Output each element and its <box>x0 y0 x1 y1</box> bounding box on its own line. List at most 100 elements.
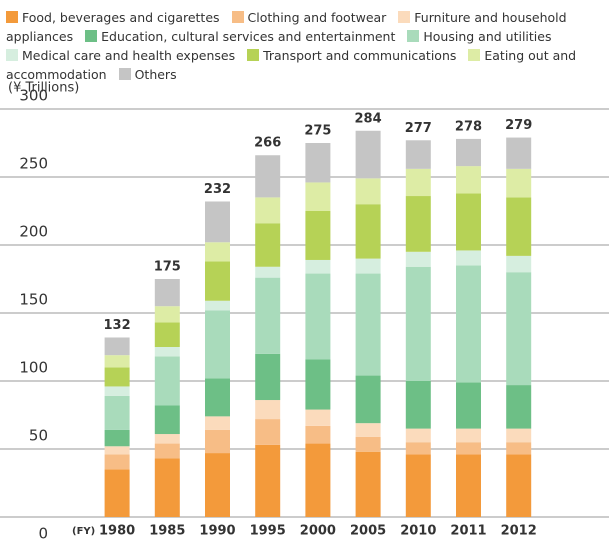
legend-swatch <box>6 11 18 23</box>
total-label: 279 <box>505 118 532 133</box>
x-tick-label: 1990 <box>199 524 235 539</box>
bar-segment <box>355 423 381 437</box>
x-tick-label: 1980 <box>99 524 135 539</box>
bar-segment <box>355 258 381 274</box>
bar-segment <box>456 265 481 383</box>
legend-swatch <box>468 49 481 61</box>
bar-segment <box>456 382 481 429</box>
legend-item: Clothing and footwear <box>231 10 387 25</box>
bar-segment <box>255 353 281 401</box>
x-axis-label: (FY) <box>72 526 95 537</box>
bar-segment <box>255 223 281 267</box>
total-label: 275 <box>304 124 331 139</box>
bar-segment <box>456 250 481 266</box>
bar-segment <box>255 400 281 420</box>
bar-segment <box>305 182 331 211</box>
bar-segment <box>405 442 431 455</box>
bar-segment <box>154 405 180 435</box>
bar-segment <box>205 429 230 454</box>
legend-label: Clothing and footwear <box>247 10 387 25</box>
bar-segment <box>205 242 230 262</box>
bar-segment <box>104 367 130 387</box>
bar-segment <box>405 140 431 169</box>
total-label: 232 <box>204 182 231 197</box>
bar-segment <box>205 378 230 417</box>
legend: Food, beverages and cigarettes Clothing … <box>6 8 606 84</box>
bar-segment <box>405 196 431 252</box>
bar-segment <box>154 306 180 323</box>
bar-segment <box>456 166 481 194</box>
bar-segment <box>305 425 331 444</box>
bar-segment <box>104 446 130 455</box>
bar-segment <box>154 443 180 459</box>
bar-segment <box>506 255 532 273</box>
bar-segment <box>255 155 281 198</box>
bar-segment <box>405 266 431 381</box>
bar-segment <box>205 416 230 430</box>
bar-segment <box>506 272 532 386</box>
total-label: 132 <box>104 318 131 333</box>
bar-segment <box>355 273 381 376</box>
x-tick-label: 2000 <box>300 524 336 539</box>
bar-segment <box>104 454 130 470</box>
legend-label: Transport and communications <box>263 48 457 63</box>
bar-segment <box>405 251 431 267</box>
y-tick-label: 0 <box>38 525 48 539</box>
y-tick-label: 150 <box>19 291 48 309</box>
legend-label: Furniture and household appliances <box>6 10 567 44</box>
legend-item: Furniture and household appliances <box>6 10 567 44</box>
bar-segment <box>506 454 532 517</box>
legend-swatch <box>231 11 244 23</box>
bar-segment <box>355 375 381 424</box>
bar-segment <box>104 355 130 368</box>
bar-segment <box>255 277 281 354</box>
bar-segment <box>506 385 532 429</box>
bar-segment <box>154 347 180 357</box>
legend-swatch <box>247 49 260 61</box>
bar-segment <box>305 211 331 260</box>
y-tick-label: 200 <box>19 223 48 241</box>
bar-segment <box>154 434 180 444</box>
total-label: 266 <box>254 136 281 151</box>
bar-segment <box>355 436 381 452</box>
bar-segment <box>506 168 532 198</box>
bar-segment <box>154 279 180 307</box>
bar-segment <box>456 428 481 443</box>
bar-segment <box>456 454 481 517</box>
legend-label: Medical care and health expenses <box>22 48 236 63</box>
legend-label: Education, cultural services and enterta… <box>101 29 396 44</box>
bar-segment <box>506 197 532 256</box>
bar-segment <box>305 443 331 517</box>
x-tick-label: 2005 <box>350 524 386 539</box>
x-tick-label: 2011 <box>450 524 486 539</box>
bar-segment <box>104 337 130 356</box>
legend-label: Food, beverages and cigarettes <box>22 10 220 25</box>
bar-segment <box>104 469 130 517</box>
legend-item: Eating out and accommodation <box>6 48 576 82</box>
legend-label: Others <box>134 67 177 82</box>
bar-segment <box>255 444 281 517</box>
bar-segment <box>205 201 230 243</box>
legend-item: Transport and communications <box>247 48 456 63</box>
bar-segment <box>255 266 281 278</box>
bar-segment <box>154 458 180 517</box>
total-label: 175 <box>154 260 181 275</box>
bar-segment <box>104 395 130 430</box>
bar-segment <box>405 428 431 443</box>
x-tick-label: 1985 <box>149 524 185 539</box>
legend-label: Eating out and accommodation <box>6 48 577 82</box>
bar-segment <box>154 356 180 406</box>
y-tick-label: 50 <box>29 427 48 445</box>
bar-segment <box>104 386 130 396</box>
bar-segment <box>355 178 381 205</box>
bar-segment <box>205 261 230 301</box>
y-tick-label: 250 <box>19 155 48 173</box>
bar-segment <box>255 197 281 224</box>
legend-item: Medical care and health expenses <box>6 48 235 63</box>
bar-segment <box>305 273 331 360</box>
legend-label: Housing and utilities <box>423 29 552 44</box>
bar-segment <box>205 453 230 517</box>
legend-swatch <box>118 68 131 80</box>
legend-item: Education, cultural services and enterta… <box>85 29 395 44</box>
